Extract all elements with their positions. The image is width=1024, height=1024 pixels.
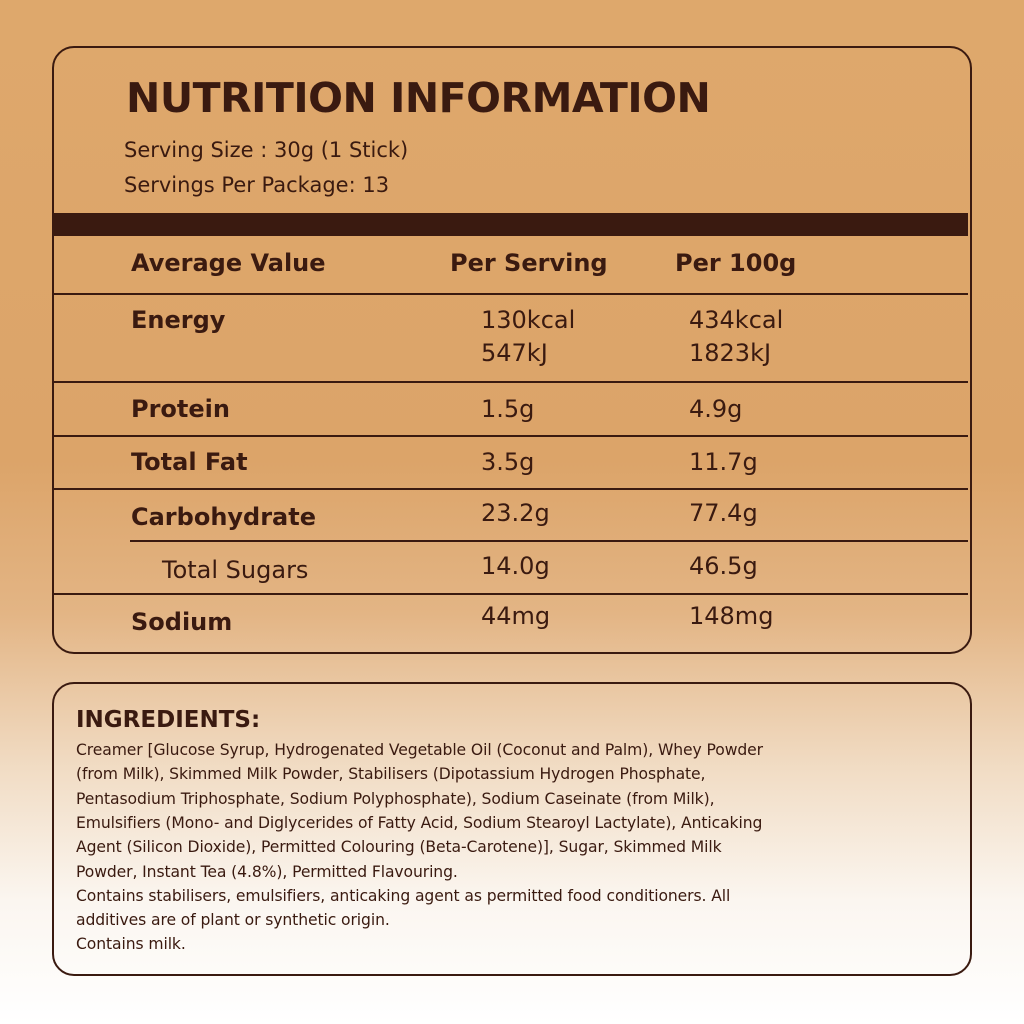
nutrient-value: 23.2g: [481, 499, 550, 527]
column-header: Per 100g: [675, 249, 797, 277]
ingredients-line: Emulsifiers (Mono- and Diglycerides of F…: [76, 813, 763, 832]
nutrient-label: Protein: [131, 395, 230, 423]
row-divider: [54, 381, 968, 383]
divider-bar: [54, 213, 968, 236]
nutrient-label: Sodium: [131, 608, 233, 636]
title: NUTRITION INFORMATION: [126, 74, 711, 122]
ingredients-line: Agent (Silicon Dioxide), Permitted Colou…: [76, 838, 722, 857]
nutrient-label: Total Fat: [131, 448, 248, 476]
ingredients-title: INGREDIENTS:: [76, 707, 261, 733]
nutrient-value: 1823kJ: [689, 339, 772, 367]
serving-size: Serving Size : 30g (1 Stick): [124, 138, 409, 162]
nutrient-value: 130kcal: [481, 306, 576, 334]
row-divider: [54, 435, 968, 437]
ingredients-line: Creamer [Glucose Syrup, Hydrogenated Veg…: [76, 741, 763, 759]
ingredients-line: (from Milk), Skimmed Milk Powder, Stabil…: [76, 765, 706, 784]
nutrient-value: 434kcal: [689, 306, 784, 334]
nutrient-value: 44mg: [481, 602, 551, 630]
nutrient-value: 3.5g: [481, 448, 535, 476]
nutrient-value: 46.5g: [689, 552, 758, 580]
nutrient-value: 547kJ: [481, 339, 548, 367]
ingredients-line: Powder, Instant Tea (4.8%), Permitted Fl…: [76, 862, 458, 881]
row-divider: [54, 293, 968, 295]
nutrient-value: 148mg: [689, 602, 774, 630]
nutrient-value: 11.7g: [689, 448, 758, 476]
nutrient-value: 4.9g: [689, 395, 743, 423]
nutrient-label: Carbohydrate: [131, 503, 317, 531]
nutrient-label: Energy: [131, 306, 226, 334]
row-divider: [54, 488, 968, 490]
ingredients-line: Contains stabilisers, emulsifiers, antic…: [76, 886, 731, 905]
ingredients-line: additives are of plant or synthetic orig…: [76, 911, 390, 930]
servings-per-package: Servings Per Package: 13: [124, 173, 390, 197]
column-header: Average Value: [131, 249, 326, 277]
ingredients-panel: [52, 682, 972, 976]
column-header: Per Serving: [450, 249, 608, 277]
nutrition-panel: [52, 46, 972, 654]
nutrient-value: 1.5g: [481, 395, 535, 423]
nutrient-label: Total Sugars: [162, 556, 309, 584]
row-divider: [54, 593, 968, 595]
nutrient-value: 77.4g: [689, 499, 758, 527]
ingredients-line: Pentasodium Triphosphate, Sodium Polypho…: [76, 789, 715, 808]
row-divider: [130, 540, 968, 542]
ingredients-line: Contains milk.: [76, 935, 186, 954]
nutrient-value: 14.0g: [481, 552, 550, 580]
